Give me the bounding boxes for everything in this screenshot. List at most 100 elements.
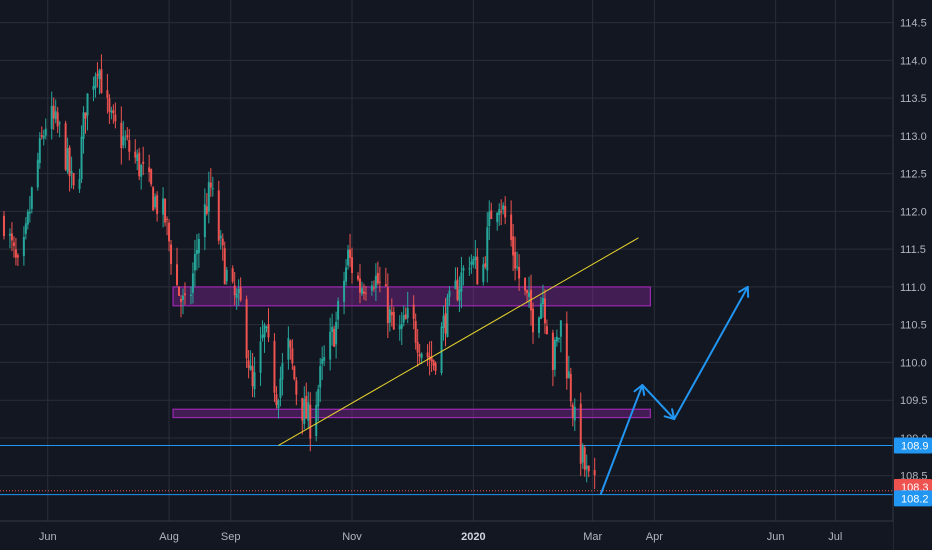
candle-body [370, 285, 373, 291]
candle-body [279, 378, 282, 398]
candle-body [537, 317, 540, 333]
candle-body [541, 297, 544, 305]
candle-body [343, 280, 346, 302]
candle-body [78, 179, 81, 190]
candle-body [512, 236, 515, 256]
candle-body [470, 261, 473, 265]
candle-body [406, 308, 409, 319]
candle-body [100, 69, 103, 94]
candle-body [68, 147, 71, 177]
candle-body [376, 272, 379, 284]
price-axis-panel[interactable] [893, 0, 932, 550]
candle-body [565, 323, 568, 379]
candle-body [82, 112, 85, 139]
candle-body [197, 238, 200, 254]
candle-body [498, 209, 501, 216]
candle-body [315, 404, 318, 437]
candle-body [412, 304, 415, 319]
candle-body [64, 123, 67, 170]
candle-body [571, 404, 574, 418]
candle-body [120, 122, 123, 149]
price-badge [894, 490, 932, 507]
candle-body [331, 326, 334, 332]
candle-body [349, 249, 352, 258]
candle-body [251, 366, 254, 387]
time-axis-panel[interactable] [0, 521, 893, 550]
candle-body [303, 398, 306, 424]
candle-body [289, 340, 292, 348]
price-tick-label: 114.5 [900, 18, 927, 30]
price-tick-label: 110.5 [900, 320, 927, 332]
zone-rectangle [172, 408, 651, 419]
candle-body [30, 187, 33, 209]
candle-body [335, 322, 338, 345]
time-tick-label: Jun [39, 531, 57, 543]
candle-body [446, 296, 449, 337]
candle-body [261, 334, 264, 339]
price-badge-label: 108.9 [901, 440, 929, 452]
candle-body [329, 331, 332, 360]
time-tick-label: Jul [828, 531, 842, 543]
candle-body [207, 182, 210, 212]
candle-body [351, 257, 354, 274]
candle-body [567, 371, 570, 378]
candle-body [176, 264, 179, 286]
candle-body [402, 315, 405, 323]
candle-body [301, 397, 304, 421]
candle-body [545, 326, 548, 335]
candle-body [281, 363, 284, 380]
candle-body [92, 86, 95, 90]
candle-body [112, 110, 115, 114]
candle-body [358, 278, 361, 293]
price-tick-label: 112.5 [900, 169, 927, 181]
candle-body [360, 288, 363, 294]
candle-body [179, 298, 182, 302]
candle-body [122, 136, 125, 146]
candle-body [181, 295, 184, 300]
candle-body [124, 138, 127, 140]
time-axis-ticks: Jun Aug Sep Nov 2020 Mar Apr Jun Jul [39, 531, 842, 543]
candle-body [372, 287, 375, 289]
candle-body [347, 249, 350, 266]
price-tick-label: 111.0 [900, 282, 926, 294]
candle-body [10, 233, 13, 241]
candle-body [456, 279, 459, 301]
candle-body [404, 314, 407, 320]
candle-body [555, 336, 558, 342]
candle-body [277, 400, 280, 409]
time-tick-label: 2020 [461, 531, 485, 543]
horizontal-levels [0, 444, 893, 496]
candle-body [203, 204, 206, 238]
candle-body [526, 290, 529, 294]
candle-body [94, 75, 97, 89]
candle-body [400, 323, 403, 329]
candle-body [177, 286, 180, 296]
candle-body [579, 403, 582, 464]
candle-body [14, 249, 17, 258]
candle-body [418, 354, 421, 357]
candle-body [390, 311, 393, 316]
candle-body [323, 357, 326, 361]
candle-body [388, 309, 391, 323]
price-badge-label: 108.2 [901, 493, 929, 505]
candle-body [54, 111, 57, 120]
candle-body [420, 353, 423, 358]
candle-body [28, 211, 31, 214]
candle-body [398, 325, 401, 330]
time-tick-label: Nov [342, 531, 362, 543]
candle-body [307, 402, 310, 421]
zone-rectangle [172, 286, 651, 307]
candle-body [219, 235, 222, 239]
candle-body [134, 151, 137, 158]
candle-body [484, 263, 487, 267]
candle-body [442, 315, 445, 329]
candle-body [486, 227, 489, 271]
candle-body [504, 206, 507, 218]
candle-body [532, 308, 535, 333]
time-tick-label: Jun [767, 531, 785, 543]
candle-body [152, 187, 155, 211]
candle-body [253, 372, 256, 390]
candle-body [444, 313, 447, 334]
